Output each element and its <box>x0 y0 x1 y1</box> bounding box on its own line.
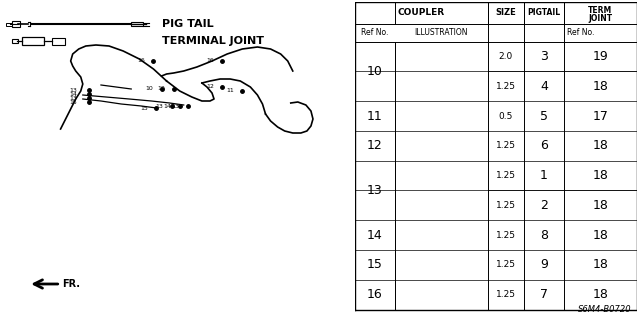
Text: 13: 13 <box>69 95 77 100</box>
Text: PIG TAIL: PIG TAIL <box>161 19 213 29</box>
Text: 12: 12 <box>206 85 214 90</box>
Text: 14: 14 <box>367 229 383 241</box>
Text: 13: 13 <box>69 87 77 93</box>
Text: 15: 15 <box>367 258 383 271</box>
Text: 1: 1 <box>540 169 548 182</box>
Text: 18: 18 <box>592 139 608 152</box>
Text: COUPLER: COUPLER <box>398 8 445 17</box>
Text: 1.25: 1.25 <box>496 141 516 150</box>
Text: 13: 13 <box>156 103 164 108</box>
FancyBboxPatch shape <box>6 23 12 26</box>
FancyBboxPatch shape <box>52 38 65 44</box>
Text: TERMINAL JOINT: TERMINAL JOINT <box>161 36 264 46</box>
Text: 18: 18 <box>592 169 608 182</box>
Text: 15: 15 <box>69 100 77 105</box>
Text: 16: 16 <box>138 58 145 63</box>
Text: 1.25: 1.25 <box>496 201 516 210</box>
Text: 10: 10 <box>158 86 166 92</box>
Text: 15: 15 <box>141 106 148 110</box>
Text: 5: 5 <box>540 109 548 122</box>
Text: 1.25: 1.25 <box>496 171 516 180</box>
Text: 16: 16 <box>206 58 214 63</box>
Text: 2.0: 2.0 <box>499 52 513 61</box>
Text: SIZE: SIZE <box>495 8 516 17</box>
Text: S6M4-B0720: S6M4-B0720 <box>577 305 631 314</box>
Text: 13: 13 <box>172 103 180 108</box>
Text: 6: 6 <box>540 139 548 152</box>
FancyBboxPatch shape <box>12 39 18 43</box>
Text: JOINT: JOINT <box>588 14 612 23</box>
Text: 9: 9 <box>540 258 548 271</box>
Text: 1.25: 1.25 <box>496 231 516 240</box>
Text: 2: 2 <box>540 199 548 212</box>
Text: 14: 14 <box>164 103 172 108</box>
Text: TERM: TERM <box>588 6 612 15</box>
Text: 1.25: 1.25 <box>496 290 516 299</box>
Text: Ref No.: Ref No. <box>567 28 594 37</box>
Text: 18: 18 <box>592 258 608 271</box>
Text: 18: 18 <box>592 229 608 241</box>
Text: 8: 8 <box>540 229 548 241</box>
Text: 18: 18 <box>592 199 608 212</box>
Text: 4: 4 <box>540 80 548 93</box>
Text: 3: 3 <box>540 50 548 63</box>
Text: 19: 19 <box>592 50 608 63</box>
Text: 1.25: 1.25 <box>496 82 516 91</box>
Text: 11: 11 <box>227 88 234 93</box>
Text: ILLUSTRATION: ILLUSTRATION <box>414 28 468 37</box>
Text: FR.: FR. <box>63 279 81 289</box>
Text: 17: 17 <box>592 109 608 122</box>
Text: 1.25: 1.25 <box>496 260 516 269</box>
Text: PIGTAIL: PIGTAIL <box>527 8 561 17</box>
Text: 16: 16 <box>367 288 383 301</box>
Text: 18: 18 <box>592 288 608 301</box>
Text: 11: 11 <box>367 109 383 122</box>
Text: 0.5: 0.5 <box>499 112 513 121</box>
FancyBboxPatch shape <box>131 22 143 26</box>
Text: 18: 18 <box>592 80 608 93</box>
Text: 10: 10 <box>367 65 383 78</box>
Text: 12: 12 <box>367 139 383 152</box>
Text: 13: 13 <box>367 184 383 197</box>
Text: 7: 7 <box>540 288 548 301</box>
FancyBboxPatch shape <box>22 37 44 45</box>
Text: 10: 10 <box>146 86 154 92</box>
FancyBboxPatch shape <box>12 21 20 27</box>
Text: Ref No.: Ref No. <box>361 28 388 37</box>
Text: 14: 14 <box>69 92 77 97</box>
